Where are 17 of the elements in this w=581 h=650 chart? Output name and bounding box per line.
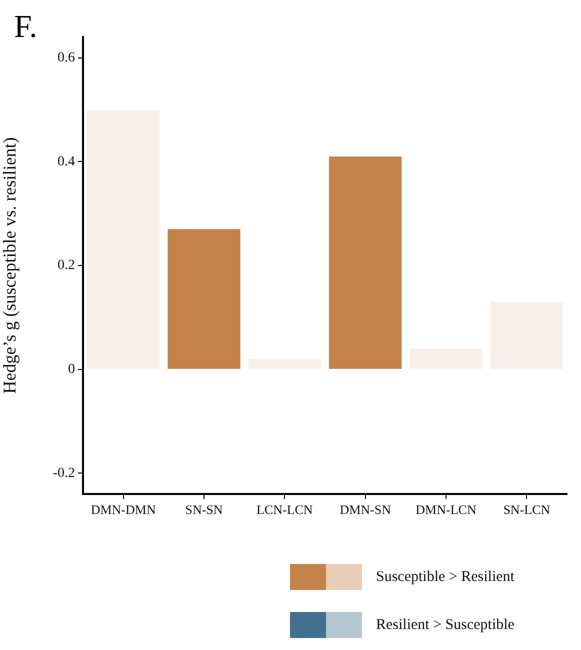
legend-label: Resilient > Susceptible bbox=[376, 616, 514, 634]
x-tick-label: DMN-LCN bbox=[416, 502, 477, 518]
y-tick-label: 0 bbox=[68, 362, 75, 378]
y-tick-label: 0.2 bbox=[58, 258, 75, 274]
x-tick-label: DMN-SN bbox=[340, 502, 392, 518]
legend-label: Susceptible > Resilient bbox=[376, 568, 514, 586]
y-tick-label: -0.2 bbox=[52, 466, 75, 481]
bar bbox=[329, 156, 402, 369]
bar bbox=[168, 229, 240, 369]
chart-title: F. bbox=[14, 8, 38, 44]
x-tick-label: SN-SN bbox=[185, 502, 224, 518]
y-tick-label: 0.4 bbox=[58, 154, 75, 170]
x-tick-label: DMN-DMN bbox=[90, 502, 156, 518]
x-tick-label: SN-LCN bbox=[503, 502, 551, 518]
y-axis-title: Hedge’s g (susceptible vs. resilient) bbox=[0, 137, 20, 394]
x-tick-label: LCN-LCN bbox=[256, 502, 314, 518]
y-tick-label: 0.6 bbox=[58, 50, 75, 66]
